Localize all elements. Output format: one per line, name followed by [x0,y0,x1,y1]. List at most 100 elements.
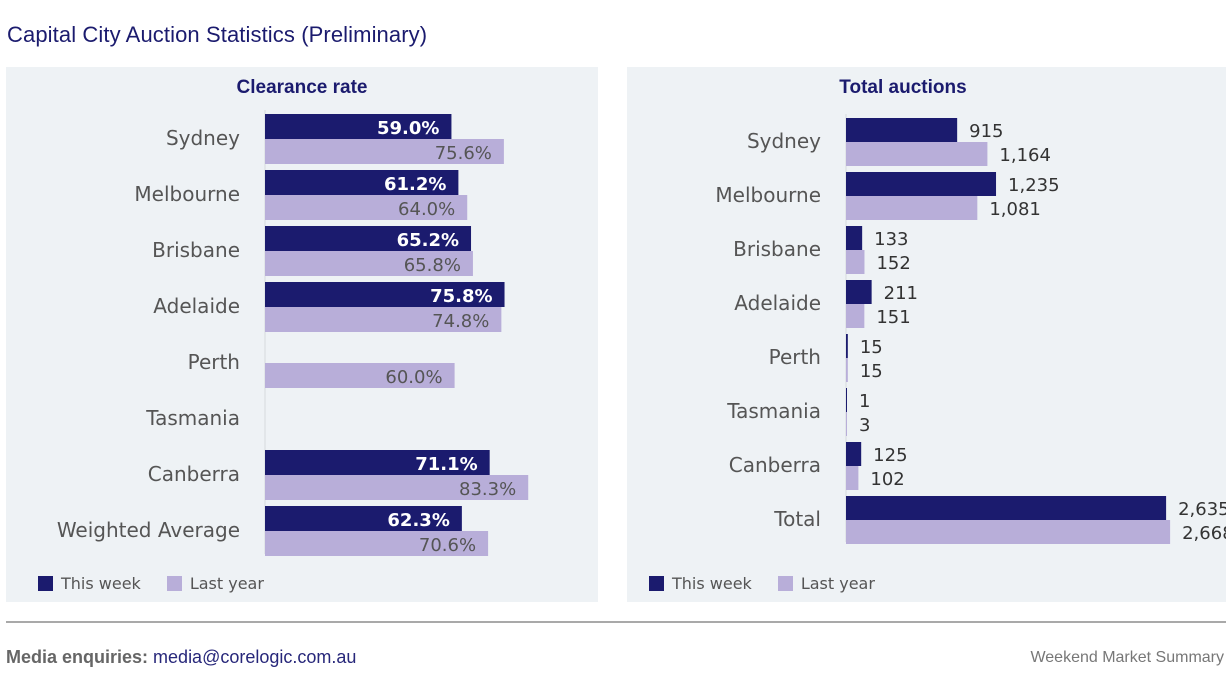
category-label-canberra: Canberra [148,462,240,486]
legend-item-last-year: Last year [777,574,875,593]
bar-this-week-canberra [846,442,862,466]
category-label-adelaide: Adelaide [734,291,821,315]
data-label-this-week-brisbane: 65.2% [397,230,459,251]
bar-this-week-sydney [265,114,452,139]
category-label-melbourne: Melbourne [715,183,821,207]
data-label-this-week-canberra: 125 [873,445,907,466]
legend-label-last-year: Last year [800,574,875,593]
category-label-sydney: Sydney [747,129,821,153]
bar-last-year-canberra [265,475,529,500]
bar-last-year-total [846,520,1171,544]
category-label-sydney: Sydney [166,126,240,150]
data-label-this-week-sydney: 915 [969,121,1003,142]
data-label-this-week-adelaide: 211 [884,283,918,304]
bar-this-week-perth [846,334,848,358]
bar-last-year-melbourne [846,196,978,220]
clearance-rate-title: Clearance rate [236,77,368,98]
category-label-total: Total [773,507,821,531]
category-label-weighted-average: Weighted Average [57,518,240,542]
legend-swatch-this-week [649,576,664,591]
legend-swatch-this-week [38,576,53,591]
category-label-brisbane: Brisbane [152,238,240,262]
bar-last-year-brisbane [846,250,865,274]
data-label-last-year-sydney: 75.6% [435,143,492,164]
category-label-canberra: Canberra [729,453,821,477]
legend-label-last-year: Last year [189,574,264,593]
data-label-last-year-tasmania: 3 [859,415,870,436]
bar-last-year-canberra [846,466,859,490]
data-label-this-week-sydney: 59.0% [377,118,439,139]
legend-label-this-week: This week [672,574,752,593]
data-label-this-week-adelaide: 75.8% [430,286,492,307]
legend-swatch-last-year [166,576,182,591]
media-enquiries: Media enquiries: media@corelogic.com.au [6,647,356,668]
data-label-last-year-weighted-average: 70.6% [419,535,476,556]
data-label-last-year-sydney: 1,164 [999,145,1051,166]
category-label-tasmania: Tasmania [145,406,240,430]
bar-this-week-total [846,496,1167,520]
footer-divider [6,621,1226,623]
bar-this-week-adelaide [846,280,872,304]
data-label-this-week-total: 2,635 [1178,499,1226,520]
bar-last-year-tasmania [846,412,847,436]
clearance-rate-chart: Sydney 59.0% 75.6% Melbourne 61.2% 64.0% Brisb… [57,110,529,556]
category-label-perth: Perth [769,345,821,369]
data-label-last-year-melbourne: 64.0% [398,199,455,220]
total-auctions-title: Total auctions [839,77,967,98]
bar-last-year-melbourne [265,195,468,220]
data-label-this-week-canberra: 71.1% [415,454,477,475]
data-label-this-week-melbourne: 1,235 [1008,175,1060,196]
category-label-perth: Perth [188,350,240,374]
legend-swatch-last-year [777,576,793,591]
data-label-last-year-perth: 60.0% [385,367,442,388]
clearance-rate-legend: This week Last year [38,574,290,593]
legend-label-this-week: This week [61,574,141,593]
bar-last-year-weighted-average [265,531,489,556]
bar-this-week-brisbane [846,226,863,250]
category-label-brisbane: Brisbane [733,237,821,261]
data-label-this-week-melbourne: 61.2% [384,174,446,195]
bar-last-year-sydney [846,142,988,166]
total-auctions-chart: Sydney 915 1,164 Melbourne 1,235 1,081 Brisban… [715,114,1226,544]
data-label-last-year-adelaide: 74.8% [432,311,489,332]
bar-last-year-brisbane [265,251,473,276]
media-enquiries-label: Media enquiries: [6,647,149,667]
data-label-last-year-adelaide: 151 [876,307,910,328]
data-label-last-year-brisbane: 65.8% [404,255,461,276]
total-auctions-legend: This week Last year [649,574,901,593]
bar-this-week-weighted-average [265,506,462,531]
bar-this-week-adelaide [265,282,505,307]
bar-last-year-perth [846,358,848,382]
data-label-last-year-total: 2,668 [1182,523,1226,544]
data-label-this-week-tasmania: 1 [859,391,870,412]
bar-last-year-perth [265,363,455,388]
bar-this-week-tasmania [846,388,847,412]
data-label-last-year-melbourne: 1,081 [989,199,1041,220]
data-label-last-year-canberra: 102 [870,469,904,490]
data-label-last-year-canberra: 83.3% [459,479,516,500]
category-label-melbourne: Melbourne [134,182,240,206]
data-label-this-week-weighted-average: 62.3% [387,510,449,531]
bar-last-year-adelaide [265,307,502,332]
bar-this-week-melbourne [846,172,997,196]
bar-this-week-melbourne [265,170,459,195]
category-label-adelaide: Adelaide [153,294,240,318]
bar-this-week-canberra [265,450,490,475]
report-name: Weekend Market Summary [1030,649,1224,666]
media-email-link[interactable]: media@corelogic.com.au [153,647,357,667]
bar-this-week-brisbane [265,226,472,251]
clearance-rate-panel: Clearance rate Sydney 59.0% 75.6% Melbourne… [6,67,598,602]
legend-item-last-year: Last year [166,574,264,593]
bar-last-year-sydney [265,139,504,164]
total-auctions-panel: Total auctions Sydney 915 1,164 Melbourne 1,… [627,67,1226,602]
legend-item-this-week: This week [38,574,141,593]
data-label-last-year-brisbane: 152 [876,253,910,274]
category-label-tasmania: Tasmania [726,399,821,423]
bar-this-week-sydney [846,118,958,142]
data-label-this-week-perth: 15 [860,337,883,358]
data-label-last-year-perth: 15 [860,361,883,382]
page-title: Capital City Auction Statistics (Prelimi… [7,22,428,47]
legend-item-this-week: This week [649,574,752,593]
bar-last-year-adelaide [846,304,865,328]
data-label-this-week-brisbane: 133 [874,229,908,250]
